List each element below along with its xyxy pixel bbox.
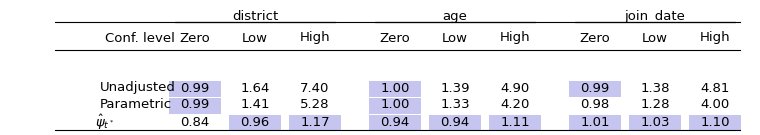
FancyBboxPatch shape (369, 80, 421, 97)
Text: Zero: Zero (179, 31, 211, 45)
Text: 5.28: 5.28 (300, 99, 330, 112)
Text: High: High (299, 31, 331, 45)
Text: join_date: join_date (625, 10, 686, 23)
FancyBboxPatch shape (369, 97, 421, 114)
Text: 7.40: 7.40 (300, 82, 330, 94)
Text: 4.20: 4.20 (500, 99, 530, 112)
Text: 1.28: 1.28 (640, 99, 670, 112)
Text: Low: Low (242, 31, 268, 45)
Text: 0.94: 0.94 (380, 116, 410, 129)
Text: 4.81: 4.81 (700, 82, 730, 94)
Text: 0.99: 0.99 (180, 99, 210, 112)
Text: 1.03: 1.03 (640, 116, 670, 129)
Text: 4.90: 4.90 (500, 82, 530, 94)
Text: 0.98: 0.98 (581, 99, 610, 112)
Text: 1.38: 1.38 (640, 82, 670, 94)
Text: High: High (499, 31, 530, 45)
Text: 0.94: 0.94 (440, 116, 470, 129)
FancyBboxPatch shape (489, 114, 541, 131)
Text: 0.99: 0.99 (581, 82, 610, 94)
Text: 0.84: 0.84 (180, 116, 210, 129)
FancyBboxPatch shape (629, 114, 681, 131)
Text: 1.01: 1.01 (580, 116, 610, 129)
Text: 1.00: 1.00 (380, 99, 410, 112)
Text: age: age (442, 10, 467, 23)
Text: Parametric: Parametric (100, 99, 172, 112)
Text: Low: Low (442, 31, 468, 45)
Text: 1.11: 1.11 (500, 116, 530, 129)
FancyBboxPatch shape (169, 80, 221, 97)
Text: 1.64: 1.64 (240, 82, 270, 94)
Text: 4.00: 4.00 (701, 99, 730, 112)
Text: Zero: Zero (580, 31, 610, 45)
Text: 1.39: 1.39 (440, 82, 470, 94)
Text: 1.41: 1.41 (240, 99, 270, 112)
FancyBboxPatch shape (569, 80, 621, 97)
FancyBboxPatch shape (369, 114, 421, 131)
Text: High: High (700, 31, 730, 45)
FancyBboxPatch shape (289, 114, 341, 131)
Text: 0.96: 0.96 (240, 116, 270, 129)
FancyBboxPatch shape (169, 97, 221, 114)
FancyBboxPatch shape (229, 114, 281, 131)
Text: 0.99: 0.99 (180, 82, 210, 94)
Text: Zero: Zero (380, 31, 410, 45)
Text: Low: Low (642, 31, 668, 45)
Text: 1.00: 1.00 (380, 82, 410, 94)
FancyBboxPatch shape (569, 114, 621, 131)
FancyBboxPatch shape (429, 114, 481, 131)
Text: district: district (232, 10, 278, 23)
Text: Conf. level: Conf. level (105, 31, 175, 45)
FancyBboxPatch shape (689, 114, 741, 131)
Text: 1.10: 1.10 (700, 116, 730, 129)
Text: Unadjusted: Unadjusted (100, 82, 176, 94)
Text: 1.33: 1.33 (440, 99, 470, 112)
Text: 1.17: 1.17 (300, 116, 330, 129)
Text: $\hat{\psi}_{t^*}$: $\hat{\psi}_{t^*}$ (95, 112, 115, 132)
